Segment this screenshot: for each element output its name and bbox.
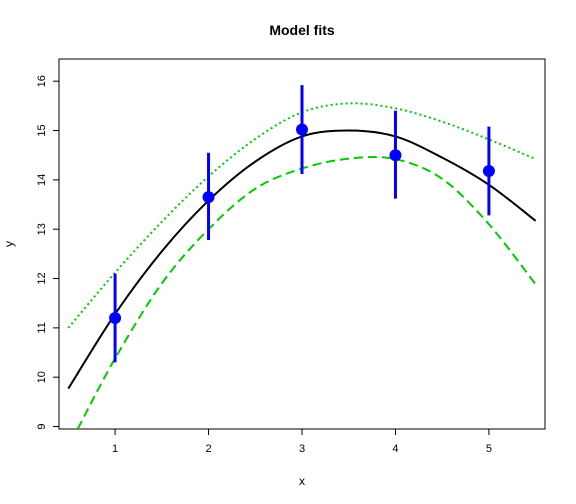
y-axis: 9 10 11 12 13 14 15 16 [36,75,60,430]
y-tick-label: 10 [36,371,48,383]
y-tick-label: 12 [36,272,48,284]
fit-curve-solid [67,129,537,390]
x-tick-label: 3 [299,443,305,455]
data-point [482,164,495,177]
y-tick-label: 14 [36,174,48,186]
fit-curve-dashed [76,156,537,429]
data-point [109,312,122,324]
y-tick-label: 16 [36,75,48,87]
y-tick-label: 11 [36,322,48,333]
x-tick-label: 4 [392,443,398,455]
data-points [109,123,495,324]
x-tick-label: 5 [486,443,492,455]
data-point [202,191,215,204]
y-tick-label: 15 [36,124,48,136]
x-axis: 1 2 3 4 5 [112,428,492,455]
y-tick-label: 13 [36,223,48,235]
data-point [296,123,308,136]
x-axis-label: x [299,474,305,488]
fit-curve-dotted [67,102,537,329]
x-tick-label: 2 [205,443,211,455]
y-axis-label: y [2,241,16,247]
y-tick-label: 9 [36,423,48,429]
x-tick-label: 1 [112,443,118,455]
chart-title: Model fits [269,22,335,38]
data-point [389,149,402,162]
